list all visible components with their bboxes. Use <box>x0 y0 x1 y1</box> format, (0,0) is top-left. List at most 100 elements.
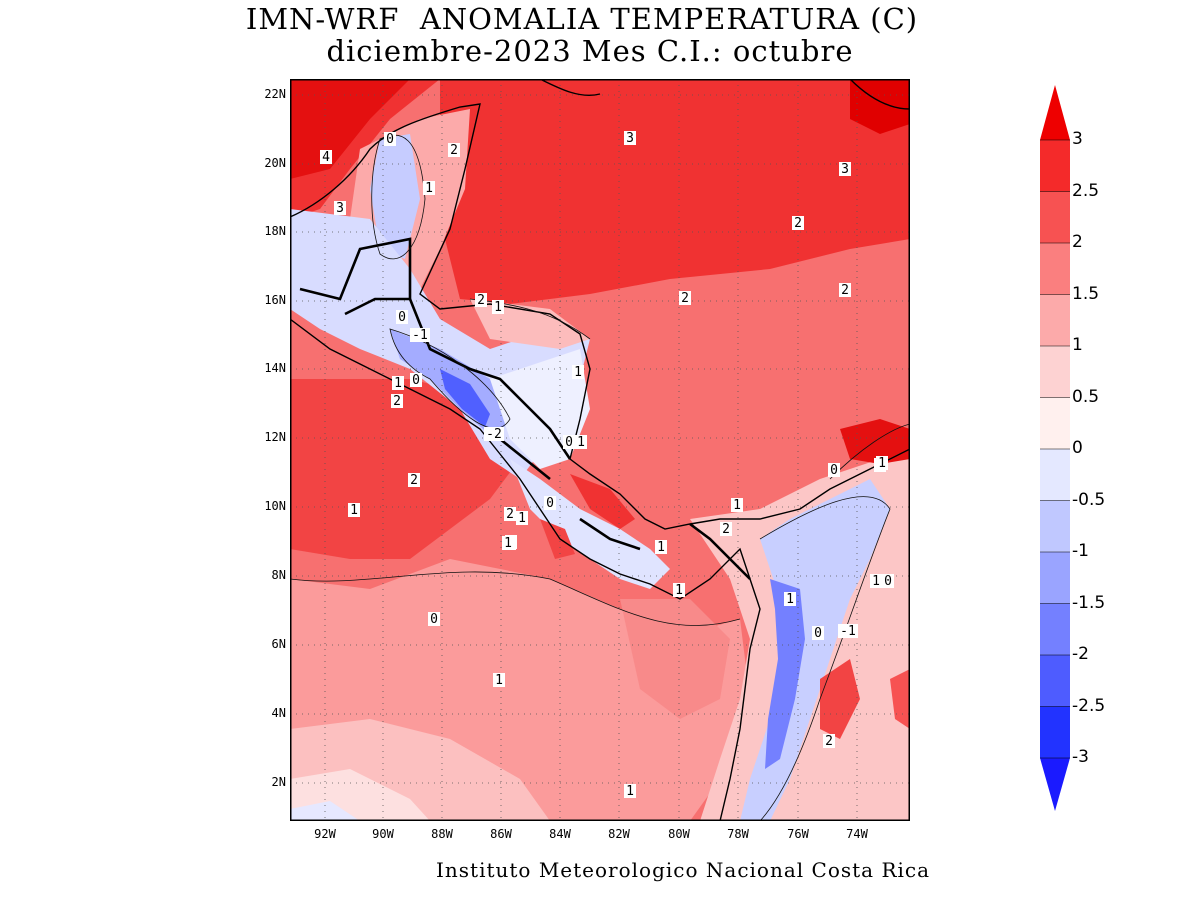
contour-label: 2 <box>681 291 689 306</box>
contour-label: 1 <box>657 540 665 555</box>
contour-label: 1 <box>350 503 358 518</box>
contour-label: 0 <box>386 132 394 147</box>
contour-label: 1 <box>574 365 582 380</box>
longitude-label: 82W <box>608 827 630 841</box>
contour-label: 3 <box>626 131 634 146</box>
colorbar-label: 0 <box>1072 438 1083 458</box>
latitude-label: 16N <box>264 293 286 307</box>
latitude-label: 12N <box>264 430 286 444</box>
longitude-label: 78W <box>727 827 749 841</box>
colorbar-segment <box>1040 243 1070 295</box>
longitude-label: 74W <box>846 827 868 841</box>
contour-label-bg <box>823 734 835 748</box>
colorbar <box>1040 85 1070 811</box>
colorbar-label: -2 <box>1072 644 1089 664</box>
contour-label-bg <box>391 394 403 408</box>
contour-label-bg <box>812 626 824 640</box>
contour-label: 1 <box>495 673 503 688</box>
contour-label-bg <box>484 427 504 441</box>
colorbar-label: -1.5 <box>1072 592 1106 613</box>
contour-label-bg <box>720 522 732 536</box>
contour-label: 2 <box>841 283 849 298</box>
colorbar-label: -3 <box>1072 747 1089 767</box>
contour-label-bg <box>448 143 460 157</box>
latitude-label: 22N <box>264 87 286 101</box>
chart-subtitle: diciembre-2023 Mes C.I.: octubre <box>326 34 854 68</box>
latitude-label: 4N <box>271 706 286 720</box>
anomaly-zone-elsalvador-cold <box>440 369 490 427</box>
colorbar-label: 0.5 <box>1072 386 1100 407</box>
colorbar-segment <box>1040 500 1070 553</box>
contour-label: 0 <box>565 435 573 450</box>
contour-label-bg <box>792 216 804 230</box>
colorbar-segment <box>1040 552 1070 604</box>
colorbar-label: 2 <box>1072 232 1083 252</box>
colorbar-label: 1.5 <box>1072 283 1100 304</box>
colorbar-segment <box>1040 294 1070 347</box>
colorbar-label: -1 <box>1072 541 1089 561</box>
contour-label-bg <box>392 376 404 390</box>
contour-label: 4 <box>322 150 330 165</box>
anomaly-zone-costa-rica-pacific <box>540 519 575 559</box>
anomaly-zone-costa-rica <box>510 459 670 589</box>
colorbar-segment <box>1040 655 1070 707</box>
contour-label: 1 <box>733 498 741 513</box>
contour-label-bg <box>572 365 584 379</box>
latitude-label: 2N <box>271 775 286 789</box>
anomaly-zone-panama-pacific <box>620 599 730 719</box>
longitude-label: 76W <box>787 827 809 841</box>
contour-labels: 4302133222210-1012101-22101211101210110-… <box>320 131 894 799</box>
contour-label-bg <box>882 574 894 588</box>
contour-label-bg <box>320 150 332 164</box>
anomaly-zone-andes-cold <box>765 579 805 769</box>
latitude-label: 14N <box>264 361 286 375</box>
contour-label-bg <box>679 291 691 305</box>
contour-label-bg <box>516 511 528 525</box>
contour-label-bg <box>502 536 514 550</box>
colorbar-segment <box>1040 140 1070 192</box>
contour-label: 2 <box>722 522 730 537</box>
contour-label-bg <box>492 300 504 314</box>
contour-label: 1 <box>394 376 402 391</box>
contour-label: 2 <box>825 734 833 749</box>
colorbar-segment <box>1040 346 1070 398</box>
contour-label-bg <box>410 373 422 387</box>
contour-label: 2 <box>393 394 401 409</box>
contour-label: 0 <box>546 496 554 511</box>
latitude-label: 18N <box>264 224 286 238</box>
contour-label-bg <box>839 283 851 297</box>
contour-label-bg <box>828 463 840 477</box>
graticule <box>290 79 910 821</box>
contour-label: 1 <box>504 536 512 551</box>
contour-label-bg <box>504 507 516 521</box>
map-frame <box>290 79 910 821</box>
contour-label: 0 <box>814 626 822 641</box>
contour-label-bg <box>475 293 487 307</box>
contour-label-bg <box>544 496 556 510</box>
contour-label-bg <box>839 162 851 176</box>
contour-label: 1 <box>425 181 433 196</box>
contour-label: -2 <box>486 427 502 442</box>
colorbar-segment <box>1040 449 1070 501</box>
longitude-label: 80W <box>668 827 690 841</box>
contour-label: 1 <box>872 574 880 589</box>
contour-label: 2 <box>477 293 485 308</box>
colorbar-top-arrow <box>1040 85 1070 140</box>
contour-label-bg <box>624 784 636 798</box>
contour-label-bg <box>876 456 888 470</box>
contour-label: 2 <box>506 507 514 522</box>
contour-label: 3 <box>336 201 344 216</box>
contour-label-bg <box>655 540 667 554</box>
longitude-label: 88W <box>431 827 453 841</box>
contour-label-bg <box>784 592 796 606</box>
contour-label-bg <box>384 132 396 146</box>
contour-label-bg <box>423 181 435 195</box>
contour-label: 1 <box>518 511 526 526</box>
contour-label: 0 <box>398 310 406 325</box>
colorbar-label: 1 <box>1072 335 1083 355</box>
contour-label: 1 <box>626 784 634 799</box>
contour-label: 1 <box>878 456 886 471</box>
longitude-label: 84W <box>549 827 571 841</box>
contour-label: 1 <box>786 592 794 607</box>
latitude-label: 10N <box>264 499 286 513</box>
